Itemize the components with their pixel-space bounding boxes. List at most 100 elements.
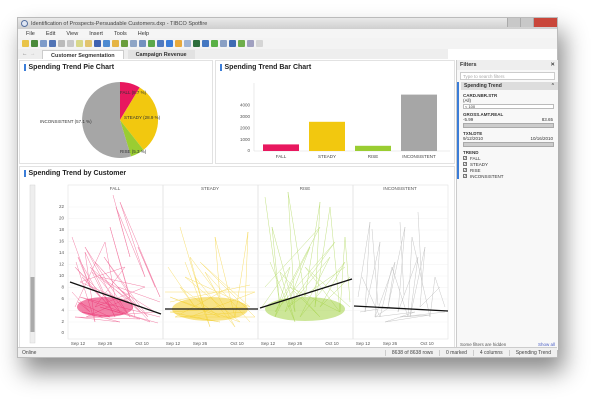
svg-text:16: 16 — [59, 239, 65, 244]
filters-footer: Some filters are hidden Show all — [460, 342, 555, 347]
boxplot-icon[interactable] — [238, 40, 245, 47]
txn-end[interactable]: 10/16/2010 — [530, 136, 553, 141]
svg-text:20: 20 — [59, 216, 65, 221]
trend-checkbox-rise[interactable]: ✓ RISE — [461, 167, 558, 173]
bar-rise[interactable] — [355, 145, 391, 151]
crosstable-icon[interactable] — [130, 40, 137, 47]
svg-text:STEADY: STEADY — [318, 154, 336, 159]
scatter-icon[interactable] — [175, 40, 182, 47]
redo-icon[interactable] — [76, 40, 83, 47]
line-chart-panel: Spending Trend by Customer FALL STEADY R… — [19, 166, 455, 348]
filters-title: Filters — [460, 62, 477, 68]
back-arrow-icon[interactable]: ← — [22, 51, 28, 57]
maximize-button[interactable] — [520, 18, 533, 27]
details-icon[interactable] — [103, 40, 110, 47]
tab-customer-segmentation[interactable]: Customer Segmentation — [42, 49, 124, 59]
print-icon[interactable] — [40, 40, 47, 47]
vertical-scrollbar — [29, 184, 36, 344]
filters-panel: Filters ⨯ Type to search filters Spendin… — [456, 60, 558, 350]
3d-scatter-icon[interactable] — [184, 40, 191, 47]
svg-text:3000: 3000 — [240, 114, 251, 119]
pie-chart[interactable]: FALL (8.7 %) STEADY (28.9 %) RISE (5.3 %… — [20, 61, 214, 165]
menu-view[interactable]: View — [66, 30, 79, 37]
svg-text:14: 14 — [59, 250, 65, 255]
show-all-link[interactable]: Show all — [537, 342, 555, 347]
reset-icon[interactable] — [85, 40, 92, 47]
copy-icon[interactable] — [49, 40, 56, 47]
bookmark-icon[interactable] — [112, 40, 119, 47]
layout-icon[interactable] — [256, 40, 263, 47]
filter-group-header[interactable]: Spending Trend ⌃ — [461, 82, 558, 90]
svg-text:1000: 1000 — [240, 137, 251, 142]
pie-label-fall: FALL (8.7 %) — [120, 90, 147, 95]
pie-chart-title: Spending Trend Pie Chart — [24, 64, 115, 71]
title-bar: Identification of Prospects-Persuadable … — [18, 18, 557, 29]
filter-card-select[interactable]: < 100 — [463, 104, 554, 109]
svg-text:FALL: FALL — [276, 154, 287, 159]
undo-icon[interactable] — [67, 40, 74, 47]
collapse-icon[interactable]: ⌃ — [550, 83, 555, 89]
menu-help[interactable]: Help — [137, 30, 150, 37]
minimize-button[interactable] — [507, 18, 520, 27]
gross-min: -5.99 — [463, 117, 474, 122]
svg-text:Sep 12: Sep 12 — [71, 341, 86, 346]
filter-txn-label: TXN.DTE — [463, 131, 483, 136]
save-icon[interactable] — [31, 40, 38, 47]
svg-text:2: 2 — [61, 319, 64, 324]
txn-range-slider[interactable] — [463, 142, 554, 147]
svg-text:Sep 26: Sep 26 — [193, 341, 208, 346]
heatmap-icon[interactable] — [211, 40, 218, 47]
filter-txn-range: 9/12/2010 10/16/2010 — [461, 136, 558, 141]
parallel-icon[interactable] — [220, 40, 227, 47]
table-icon[interactable] — [121, 40, 128, 47]
svg-text:Oct 10: Oct 10 — [420, 341, 434, 346]
svg-text:INCONSISTENT: INCONSISTENT — [383, 186, 417, 191]
filter-icon[interactable] — [94, 40, 101, 47]
bar-chart[interactable]: 0 1000 2000 3000 4000 FALL STEADY RISE I… — [216, 61, 456, 165]
text-area-icon[interactable] — [247, 40, 254, 47]
filter-group-title: Spending Trend — [464, 83, 502, 89]
svg-text:8: 8 — [61, 285, 64, 290]
trend-checkbox-steady[interactable]: ✓ STEADY — [461, 161, 558, 167]
summary-icon[interactable] — [229, 40, 236, 47]
close-button[interactable] — [533, 18, 557, 27]
trellis-line-chart[interactable]: FALL STEADY RISE INCONSISTENT 0 2 4 6 8 10 1… — [20, 167, 456, 349]
trend-checkbox-fall[interactable]: ✓ FALL — [461, 155, 558, 161]
tab-campaign-revenue[interactable]: Campaign Revenue — [127, 49, 195, 59]
svg-text:4: 4 — [61, 308, 64, 313]
toolbar — [18, 38, 557, 49]
txn-start[interactable]: 9/12/2010 — [463, 136, 484, 141]
checkbox-checked-icon: ✓ — [463, 174, 467, 178]
bar-inconsistent[interactable] — [401, 94, 437, 151]
status-data-table[interactable]: Spending Trend — [508, 349, 557, 356]
menu-insert[interactable]: Insert — [89, 30, 103, 37]
gross-range-slider[interactable] — [463, 123, 554, 128]
combination-chart-icon[interactable] — [157, 40, 164, 47]
svg-text:Sep 12: Sep 12 — [356, 341, 371, 346]
status-columns: 4 columns — [472, 349, 509, 356]
trend-label: FALL — [470, 155, 481, 161]
bar-chart-icon[interactable] — [139, 40, 146, 47]
svg-text:12: 12 — [59, 262, 65, 267]
paste-icon[interactable] — [58, 40, 65, 47]
open-icon[interactable] — [22, 40, 29, 47]
menu-edit[interactable]: Edit — [45, 30, 56, 37]
forward-arrow-icon[interactable]: → — [30, 51, 36, 57]
bar-fall[interactable] — [263, 144, 299, 151]
checkbox-checked-icon: ✓ — [463, 168, 467, 172]
pie-chart-icon[interactable] — [166, 40, 173, 47]
filters-header: Filters ⨯ — [457, 60, 558, 70]
line-chart-icon[interactable] — [148, 40, 155, 47]
menu-tools[interactable]: Tools — [113, 30, 127, 37]
treemap-icon[interactable] — [202, 40, 209, 47]
map-icon[interactable] — [193, 40, 200, 47]
filters-pin-close-icon[interactable]: ⨯ — [550, 62, 555, 68]
svg-text:RISE: RISE — [368, 154, 379, 159]
window-title: Identification of Prospects-Persuadable … — [31, 20, 208, 27]
trend-checkbox-inconsistent[interactable]: ✓ INCONSISTENT — [461, 173, 558, 179]
svg-text:FALL: FALL — [110, 186, 121, 191]
bar-steady[interactable] — [309, 121, 345, 151]
svg-text:0: 0 — [247, 148, 250, 153]
menu-file[interactable]: File — [26, 30, 35, 37]
filter-search-input[interactable]: Type to search filters — [460, 72, 555, 80]
